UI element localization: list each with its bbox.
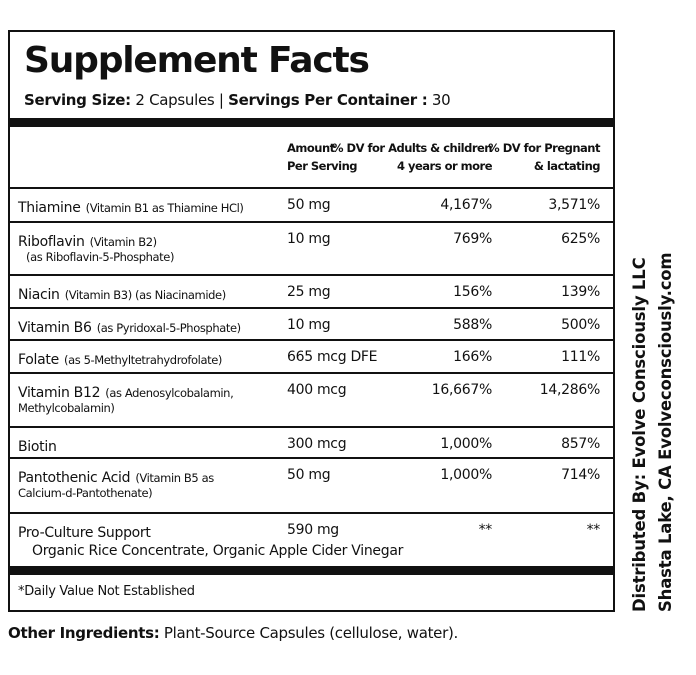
servings: 30 (431, 91, 451, 109)
rule (10, 339, 613, 341)
dv-adult: ** (478, 522, 493, 538)
serving: Serving Size: 2 Capsules | Servings Per … (24, 91, 451, 109)
row-name: Folate (as 5-Methyltetrahydrofolate) (18, 349, 222, 368)
row-name: Vitamin B12 (as Adenosylcobalamin, (18, 382, 234, 401)
nutrient-note: Calcium-d-Pantothenate) (18, 486, 153, 500)
nutrient-note: (as Riboflavin-5-Phosphate) (26, 250, 175, 264)
nutrient-name: Riboflavin (18, 234, 85, 250)
rule (10, 457, 613, 459)
nutrient-note: Methylcobalamin) (18, 401, 115, 415)
rule (10, 221, 613, 223)
nutrient-name: Niacin (18, 287, 60, 303)
dv-pregnant: 625% (561, 231, 600, 247)
row-name: Pantothenic Acid (Vitamin B5 as (18, 467, 214, 486)
column-header: Amount (287, 141, 335, 155)
distributor-line: Distributed By: Evolve Consciously LLC (630, 257, 649, 612)
dv-pregnant: 111% (561, 349, 600, 365)
row-name: Vitamin B6 (as Pyridoxal-5-Phosphate) (18, 317, 241, 336)
nutrient-note: (Vitamin B1 as Thiamine HCl) (85, 201, 244, 215)
nutrient-sub: Organic Rice Concentrate, Organic Apple … (32, 543, 404, 559)
rule (10, 187, 613, 189)
amount: 50 mg (287, 197, 331, 213)
dv-pregnant: 3,571% (548, 197, 600, 213)
nutrient-name: Pantothenic Acid (18, 470, 131, 486)
nutrient-name: Vitamin B6 (18, 320, 92, 336)
nutrient-note: (as 5-Methyltetrahydrofolate) (63, 353, 222, 367)
row-name: Riboflavin (Vitamin B2) (18, 231, 157, 250)
nutrient-name: Pro-Culture Support (18, 525, 151, 541)
dv-adult: 769% (453, 231, 492, 247)
other-ingredients-text: Plant-Source Capsules (cellulose, water)… (163, 624, 458, 642)
row-name: Thiamine (Vitamin B1 as Thiamine HCl) (18, 197, 244, 216)
other-ingredients-label: Other Ingredients: (8, 624, 160, 642)
rule (10, 512, 613, 514)
rule (10, 372, 613, 374)
dv-adult: 166% (453, 349, 492, 365)
nutrient-name: Folate (18, 352, 59, 368)
amount: 10 mg (287, 317, 331, 333)
dv-adult: 4,167% (440, 197, 492, 213)
column-header: % DV for Adults & children (332, 141, 492, 155)
column-header: % DV for Pregnant (488, 141, 600, 155)
dv-adult: 588% (453, 317, 492, 333)
serving-size-label: Serving Size: (24, 91, 131, 109)
column-header: 4 years or more (396, 159, 493, 173)
dv-adult: 156% (453, 284, 492, 300)
nutrient-note: (Vitamin B5 as (135, 471, 214, 485)
row-name: Pro-Culture Support (18, 522, 151, 541)
separator: | (218, 91, 224, 109)
dv-pregnant: 139% (561, 284, 600, 300)
column-header: & lactating (533, 159, 601, 173)
column-header: Per Serving (287, 159, 358, 173)
amount: 300 mcg (287, 436, 347, 452)
row-name: Biotin (18, 436, 57, 455)
amount: 25 mg (287, 284, 331, 300)
amount: 400 mcg (287, 382, 347, 398)
dv-pregnant: 714% (561, 467, 600, 483)
thick-bar (10, 118, 613, 127)
nutrient-note: (as Adenosylcobalamin, (105, 386, 234, 400)
amount: 50 mg (287, 467, 331, 483)
distributor-line: Shasta Lake, CA Evolveconsciously.com (656, 252, 675, 612)
rule (10, 274, 613, 276)
nutrient-note: (Vitamin B2) (89, 235, 157, 249)
other-ingredients: Other Ingredients: Plant-Source Capsules… (8, 624, 458, 642)
row-name: Niacin (Vitamin B3) (as Niacinamide) (18, 284, 226, 303)
amount: 10 mg (287, 231, 331, 247)
dv-pregnant: ** (586, 522, 601, 538)
nutrient-name: Vitamin B12 (18, 385, 101, 401)
dv-pregnant: 500% (561, 317, 600, 333)
footnote: *Daily Value Not Established (18, 584, 195, 599)
amount: 665 mcg DFE (287, 349, 378, 365)
dv-pregnant: 857% (561, 436, 600, 452)
thick-bar (10, 566, 613, 575)
dv-pregnant: 14,286% (539, 382, 601, 398)
title: Supplement Facts (24, 40, 370, 81)
servings-label: Servings Per Container : (228, 91, 428, 109)
amount: 590 mg (287, 522, 339, 538)
nutrient-name: Biotin (18, 439, 57, 455)
label-box (8, 30, 615, 612)
nutrient-note: (as Pyridoxal-5-Phosphate) (96, 321, 241, 335)
serving-size: 2 Capsules (135, 91, 215, 109)
rule (10, 307, 613, 309)
nutrient-note: (Vitamin B3) (as Niacinamide) (64, 288, 226, 302)
rule (10, 426, 613, 428)
dv-adult: 1,000% (440, 436, 492, 452)
dv-adult: 1,000% (440, 467, 492, 483)
dv-adult: 16,667% (431, 382, 493, 398)
nutrient-name: Thiamine (18, 200, 81, 216)
